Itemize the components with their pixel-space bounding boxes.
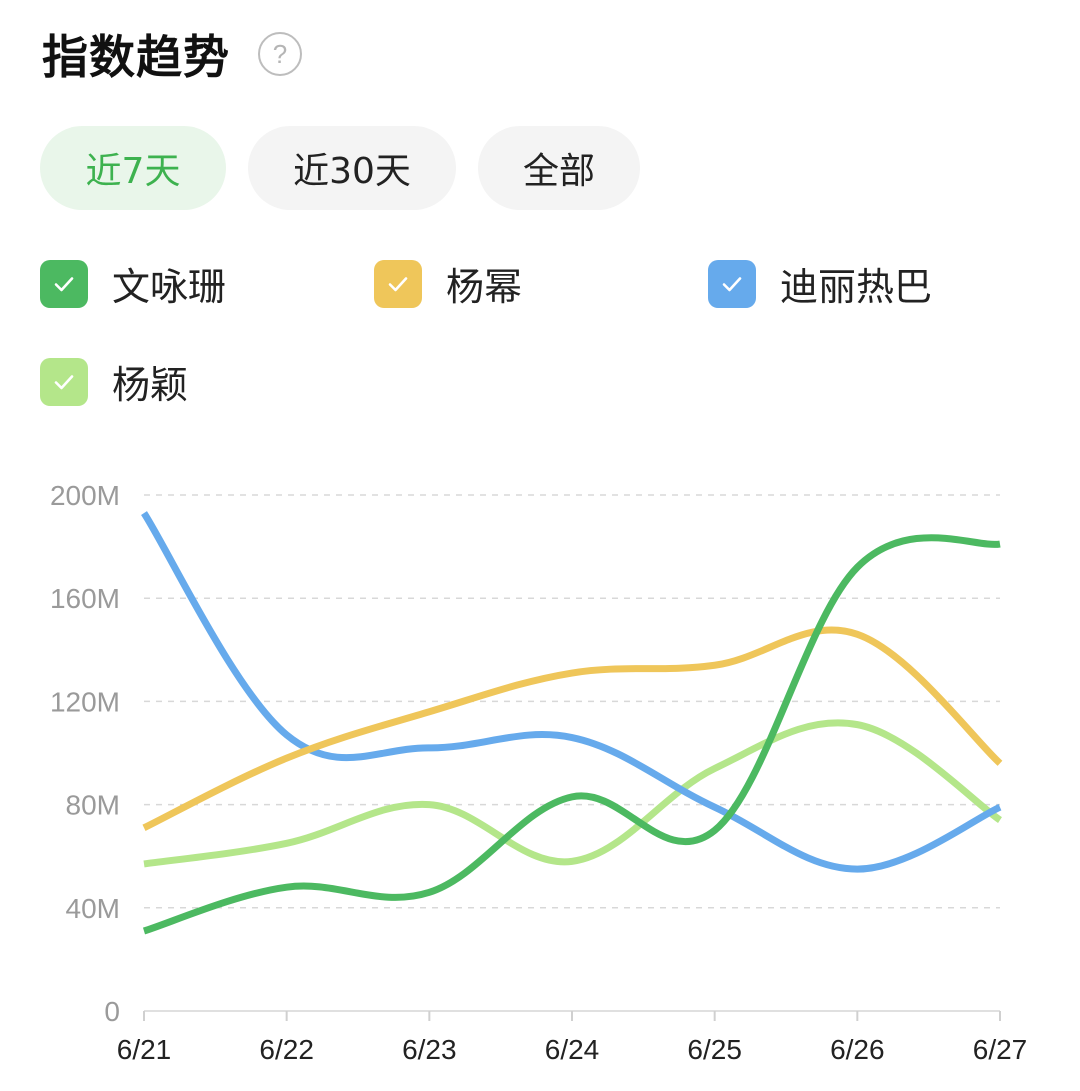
y-tick-label: 80M	[66, 790, 120, 821]
x-tick-label: 6/26	[830, 1034, 885, 1065]
time-range-tabs: 近7天 近30天 全部	[40, 126, 662, 210]
x-tick-label: 6/23	[402, 1034, 457, 1065]
question-circle-icon[interactable]: ?	[258, 32, 302, 76]
tab-all[interactable]: 全部	[478, 126, 640, 210]
y-tick-label: 200M	[50, 480, 120, 511]
y-tick-label: 40M	[66, 893, 120, 924]
x-tick-label: 6/21	[117, 1034, 172, 1065]
x-tick-label: 6/22	[259, 1034, 314, 1065]
legend-label: 迪丽热巴	[780, 265, 933, 309]
legend-checkbox[interactable]	[708, 259, 756, 308]
y-tick-label: 160M	[50, 583, 120, 614]
check-icon	[388, 276, 408, 291]
legend-item-dilraba[interactable]: 迪丽热巴	[708, 256, 932, 311]
legend-checkbox[interactable]	[374, 259, 422, 308]
y-tick-label: 0	[104, 996, 120, 1027]
legend-item-yang-mi[interactable]: 杨幂	[374, 256, 522, 311]
x-tick-label: 6/24	[545, 1034, 600, 1065]
x-tick-label: 6/27	[973, 1034, 1028, 1065]
legend-item-wen-yongshan[interactable]: 文咏珊	[40, 256, 226, 311]
header: 指数趋势 ?	[42, 22, 302, 86]
legend-item-yang-ying[interactable]: 杨颖	[40, 354, 188, 409]
series-line-wen-yongshan	[142, 534, 1001, 935]
legend-label: 杨颖	[112, 363, 189, 407]
legend-label: 文咏珊	[112, 265, 227, 309]
check-icon	[722, 276, 742, 291]
legend-label: 杨幂	[446, 265, 523, 309]
tab-7-days[interactable]: 近7天	[40, 126, 226, 210]
legend-checkbox[interactable]	[40, 357, 88, 406]
check-icon	[54, 374, 74, 389]
series-line-dilraba	[141, 511, 1002, 873]
line-chart: 0 40M 80M 120M 160M 200M 6/21 6/22 6/23 6/24 6/25 6…	[50, 480, 1028, 1065]
series-line-yang-mi	[142, 626, 1003, 831]
page-title: 指数趋势	[42, 30, 230, 84]
series-line-yang-ying	[143, 719, 1002, 868]
legend-checkbox[interactable]	[40, 259, 88, 308]
x-tick-label: 6/25	[687, 1034, 742, 1065]
check-icon	[54, 276, 74, 291]
tab-30-days[interactable]: 近30天	[248, 126, 456, 210]
y-tick-label: 120M	[50, 686, 120, 717]
